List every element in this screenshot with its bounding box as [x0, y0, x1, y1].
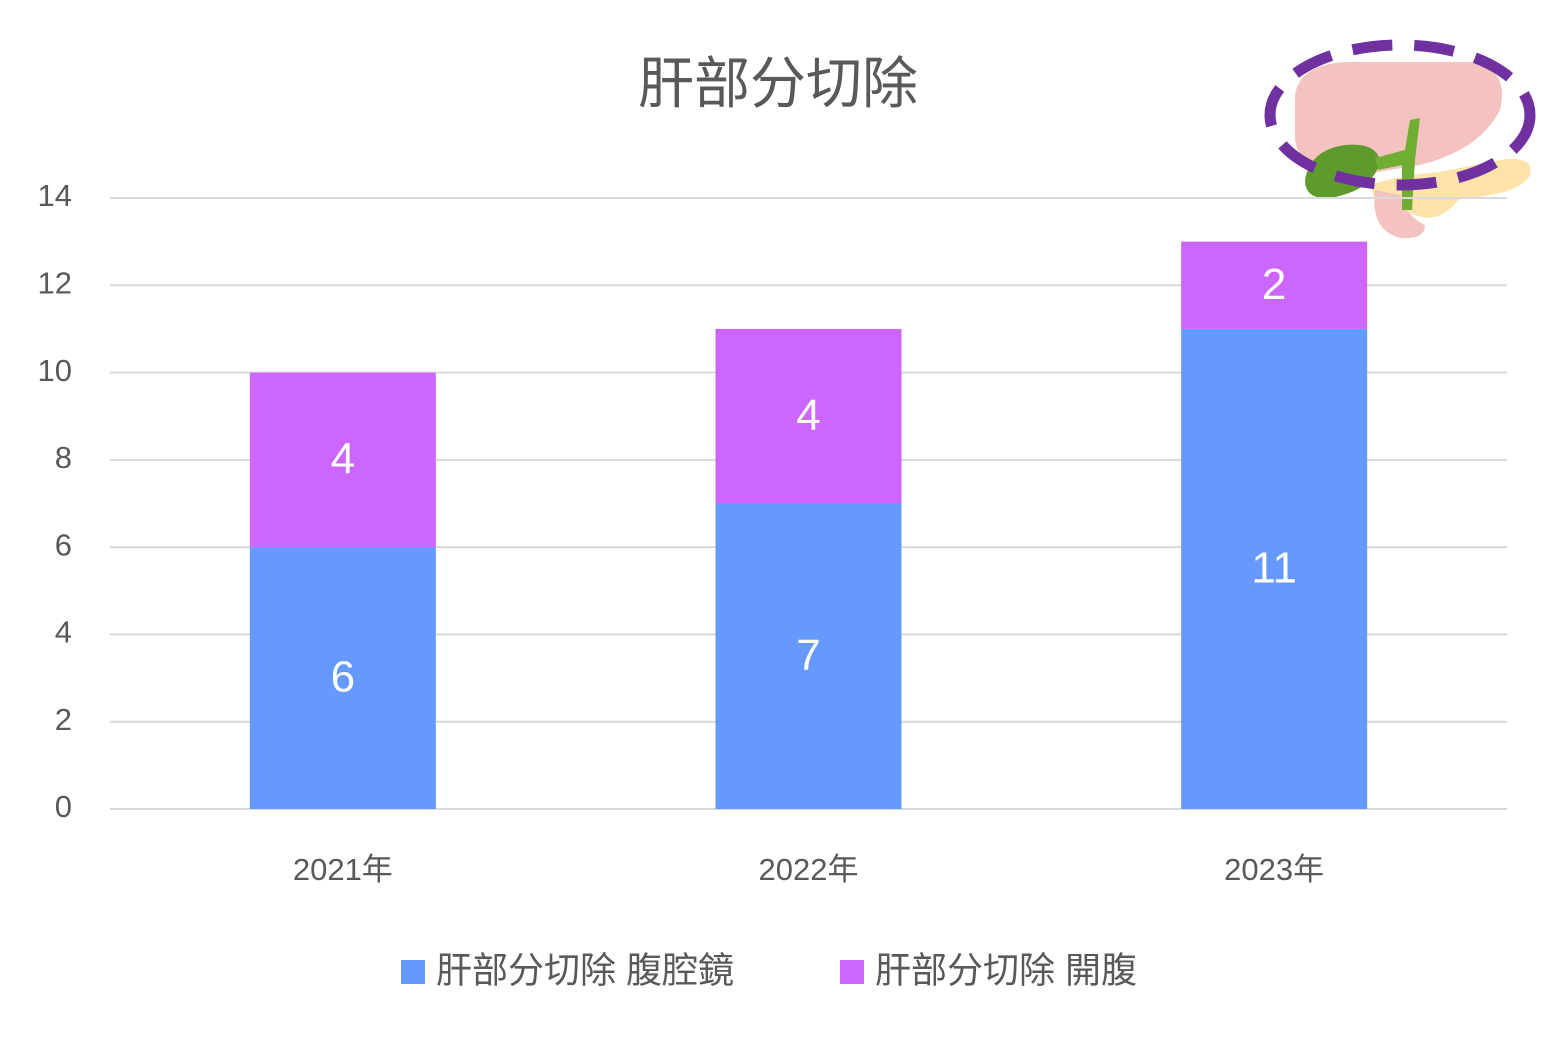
legend-label: 肝部分切除 腹腔鏡	[436, 950, 734, 991]
data-label: 4	[796, 391, 820, 440]
bar-segment	[715, 328, 902, 504]
y-tick-label: 4	[55, 615, 72, 650]
data-label: 4	[331, 434, 355, 483]
legend-swatch	[401, 960, 425, 984]
data-label: 6	[331, 653, 355, 702]
duodenum	[1374, 190, 1425, 239]
bar-segment	[1181, 241, 1368, 329]
y-tick-label: 2	[55, 702, 72, 737]
legend-label: 肝部分切除 開腹	[875, 950, 1137, 991]
chart-title: 肝部分切除	[638, 52, 918, 115]
data-label: 7	[796, 631, 820, 680]
y-tick-label: 6	[55, 527, 72, 562]
bar-segment	[249, 547, 436, 809]
y-tick-label: 8	[55, 440, 72, 475]
x-tick-label: 2022年	[759, 852, 859, 887]
y-tick-label: 14	[38, 178, 72, 213]
y-tick-label: 10	[38, 353, 72, 388]
highlight-ring	[1264, 39, 1536, 191]
bar-segment	[249, 372, 436, 548]
y-tick-label: 0	[55, 789, 72, 824]
data-label: 11	[1251, 544, 1297, 593]
illustration	[1264, 39, 1536, 239]
y-tick-label: 12	[38, 265, 72, 300]
x-tick-label: 2021年	[293, 852, 393, 887]
x-tick-label: 2023年	[1224, 852, 1324, 887]
legend-swatch	[840, 960, 864, 984]
bar-segment	[1181, 328, 1368, 809]
data-label: 2	[1262, 260, 1286, 309]
bar-segment	[715, 503, 902, 809]
